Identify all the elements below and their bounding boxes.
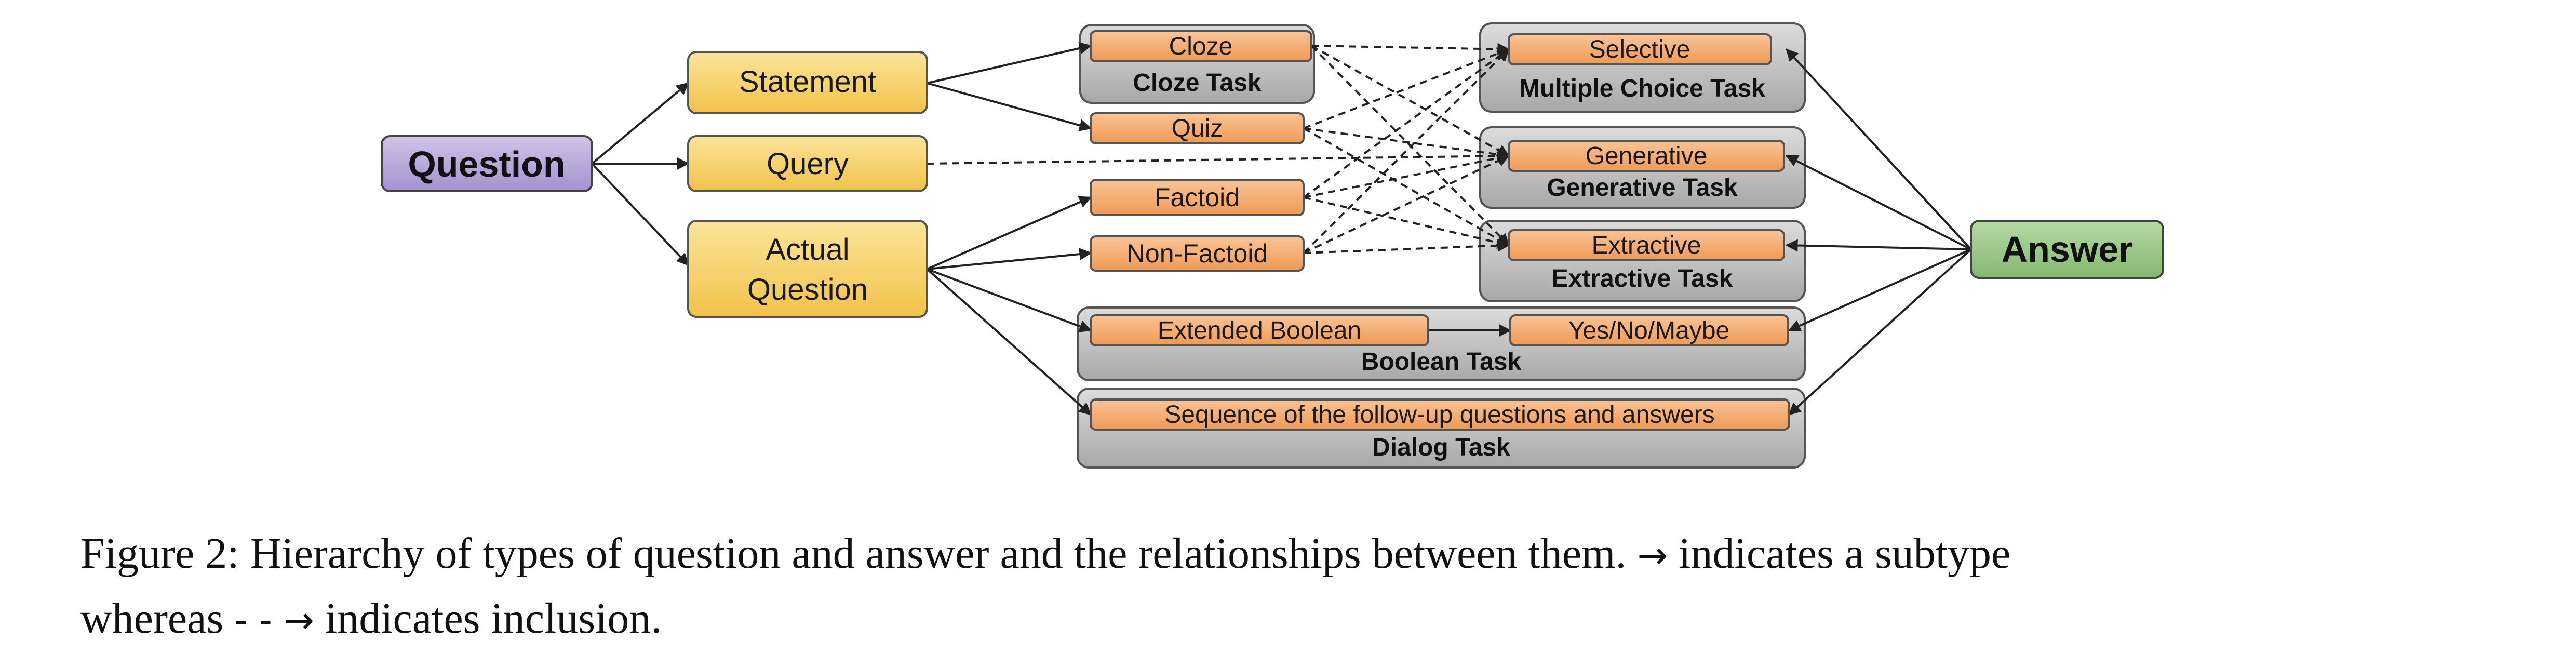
- generative-task-label: Generative Task: [1547, 174, 1738, 202]
- edge-answer-yesno: [1788, 248, 1971, 332]
- factoid-node: Factoid: [1090, 179, 1305, 216]
- edge-actual-nonfactoid: [927, 248, 1092, 270]
- edge-factoid-extractive: [1303, 196, 1510, 249]
- extractive-node: Extractive: [1508, 229, 1785, 261]
- dashed-inclusion-edges: [927, 43, 1510, 254]
- edge-question-actual: [591, 163, 689, 266]
- edge-nonfactoid-extractive: [1303, 239, 1510, 254]
- extractive-label: Extractive: [1592, 232, 1701, 259]
- edge-query-generative: [927, 150, 1510, 165]
- cloze-node: Cloze: [1090, 30, 1312, 62]
- multiple-choice-task-label: Multiple Choice Task: [1519, 75, 1765, 102]
- question-answer-hierarchy-diagram: Question Statement Query Actual Question…: [381, 22, 2164, 469]
- extended-boolean-label: Extended Boolean: [1158, 317, 1361, 344]
- factoid-label: Factoid: [1155, 183, 1240, 212]
- caption-subtype-text: indicates a subtype: [1679, 529, 2011, 578]
- caption-prefix: Figure 2: Hierarchy of types of question…: [81, 529, 1627, 578]
- quiz-label: Quiz: [1172, 115, 1223, 142]
- statement-node: Statement: [687, 51, 928, 114]
- edge-answer-selective: [1786, 48, 1972, 250]
- edge-cloze-extractive: [1310, 45, 1510, 246]
- edge-quiz-selective: [1303, 47, 1510, 129]
- extended-boolean-node: Extended Boolean: [1090, 314, 1429, 346]
- edge-cloze-generative: [1311, 45, 1510, 157]
- cloze-task-label: Cloze Task: [1133, 69, 1262, 97]
- actual-question-label-line1: Actual: [766, 233, 849, 266]
- edge-nonfactoid-generative: [1303, 155, 1510, 254]
- sequence-label: Sequence of the follow-up questions and …: [1164, 401, 1714, 429]
- edge-statement-cloze: [927, 42, 1092, 84]
- actual-question-label-line2: Question: [747, 273, 868, 306]
- non-factoid-label: Non-Factoid: [1126, 239, 1268, 268]
- non-factoid-node: Non-Factoid: [1090, 235, 1305, 272]
- selective-label: Selective: [1589, 36, 1691, 63]
- statement-label: Statement: [739, 65, 876, 99]
- edge-factoid-selective: [1303, 48, 1510, 198]
- caption-whereas: whereas: [81, 594, 224, 643]
- query-node: Query: [687, 135, 928, 192]
- edge-answer-extractive: [1785, 239, 1971, 252]
- yes-no-maybe-node: Yes/No/Maybe: [1509, 314, 1789, 346]
- edge-actual-factoid: [927, 196, 1092, 270]
- answer-label: Answer: [2002, 229, 2133, 270]
- answer-node: Answer: [1970, 220, 2164, 279]
- edge-cloze-selective: [1311, 43, 1510, 56]
- edge-statement-quiz: [927, 82, 1092, 131]
- figure-caption: Figure 2: Hierarchy of types of question…: [81, 522, 2532, 652]
- edge-question-statement: [591, 82, 689, 165]
- edge-nonfactoid-selective: [1303, 48, 1510, 254]
- selective-node: Selective: [1508, 33, 1772, 65]
- caption-inclusion-text: indicates inclusion.: [325, 594, 662, 643]
- edge-factoid-generative: [1303, 152, 1510, 198]
- edge-quiz-generative: [1303, 127, 1510, 161]
- generative-label: Generative: [1586, 142, 1708, 170]
- edge-answer-generative: [1785, 155, 1971, 250]
- dialog-task-label: Dialog Task: [1372, 434, 1510, 461]
- edge-quiz-extractive: [1303, 127, 1510, 246]
- edge-answer-sequence: [1788, 248, 1972, 416]
- boolean-task-label: Boolean Task: [1361, 348, 1522, 376]
- edge-actual-extended-boolean: [927, 268, 1092, 332]
- solid-arrow-symbol: →: [1637, 534, 1668, 577]
- query-label: Query: [767, 147, 849, 181]
- extractive-task-label: Extractive Task: [1552, 265, 1733, 292]
- actual-question-node: Actual Question: [687, 220, 928, 318]
- yes-no-maybe-label: Yes/No/Maybe: [1568, 317, 1729, 344]
- quiz-node: Quiz: [1090, 112, 1305, 144]
- sequence-node: Sequence of the follow-up questions and …: [1090, 398, 1790, 431]
- question-label: Question: [408, 144, 565, 184]
- cloze-label: Cloze: [1169, 33, 1233, 60]
- generative-node: Generative: [1508, 140, 1785, 172]
- dashed-arrow-symbol: - - →: [234, 599, 314, 642]
- question-node: Question: [381, 135, 593, 192]
- solid-subtype-edges: [591, 42, 1972, 416]
- edge-actual-sequence: [926, 268, 1092, 416]
